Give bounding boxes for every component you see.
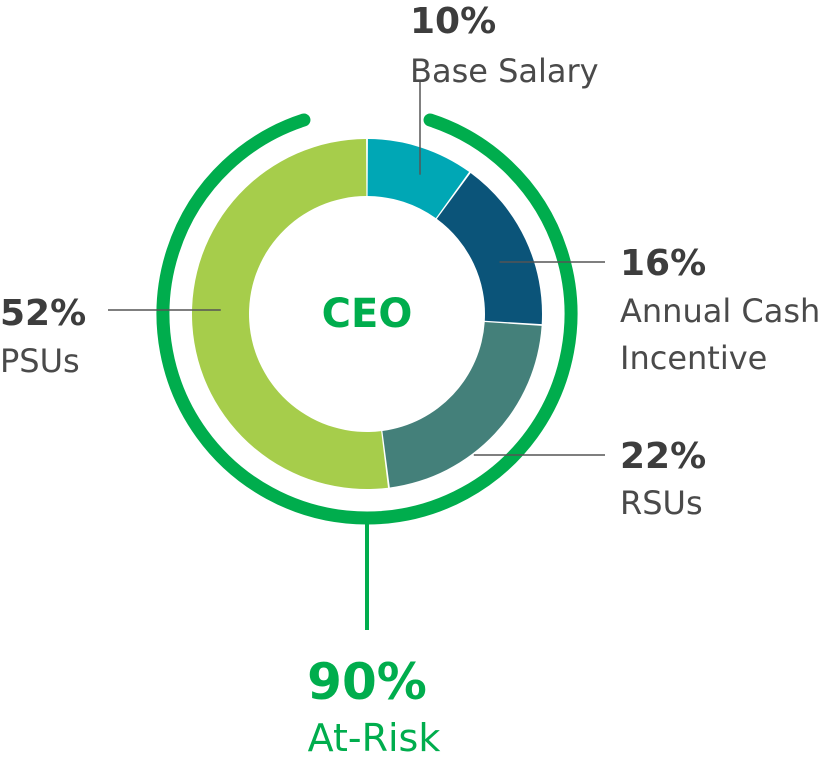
psus-percent: 52% <box>0 293 86 334</box>
leader-lines <box>108 80 605 456</box>
donut-segment-rsus <box>382 322 542 488</box>
base-salary-label: Base Salary <box>410 52 599 90</box>
donut-segment-base-salary <box>367 139 470 219</box>
center-label: CEO <box>322 291 413 337</box>
psus-label: PSUs <box>0 342 80 380</box>
at-risk-percent: 90% <box>307 653 427 711</box>
annual-cash-incentive-label-line-1: Annual Cash <box>620 292 820 330</box>
rsus-label: RSUs <box>620 484 703 522</box>
at-risk-label: At-Risk <box>308 716 441 760</box>
annual-cash-incentive-percent: 16% <box>620 243 706 284</box>
donut-segments <box>192 139 542 490</box>
at-risk-arc <box>156 113 578 525</box>
base-salary-percent: 10% <box>410 1 496 42</box>
rsus-percent: 22% <box>620 436 706 477</box>
annual-cash-incentive-label-line-2: Incentive <box>620 339 767 377</box>
donut-segment-psus <box>192 139 389 490</box>
donut-segment-annual-cash-incentive <box>436 172 542 325</box>
